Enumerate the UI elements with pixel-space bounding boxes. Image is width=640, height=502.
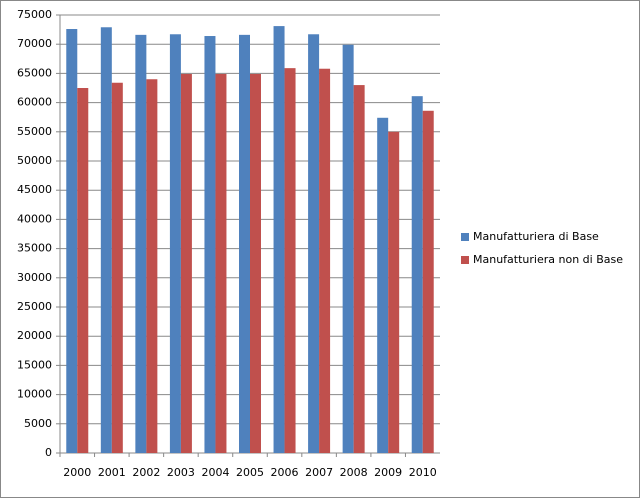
bar: [77, 88, 89, 453]
legend-label: Manufatturiera di Base: [473, 230, 599, 243]
y-tick-label: 0: [45, 446, 52, 459]
y-tick-label: 15000: [17, 358, 52, 371]
y-tick-label: 55000: [17, 125, 52, 138]
bar: [111, 82, 123, 453]
bar: [204, 36, 216, 454]
x-tick-label: 2001: [98, 466, 126, 479]
bar: [319, 68, 331, 453]
y-tick-label: 30000: [17, 271, 52, 284]
y-tick-label: 65000: [17, 66, 52, 79]
bar: [146, 79, 158, 454]
x-tick-label: 2010: [409, 466, 437, 479]
bar: [411, 96, 423, 454]
bar: [250, 73, 261, 453]
x-tick-label: 2008: [340, 466, 368, 479]
bar: [388, 131, 400, 454]
y-tick-label: 10000: [17, 388, 52, 401]
y-tick-label: 45000: [17, 183, 52, 196]
bar: [342, 44, 354, 454]
bar: [100, 27, 112, 453]
y-tick-label: 40000: [17, 212, 52, 225]
x-tick-label: 2007: [305, 466, 333, 479]
legend-swatch: [461, 256, 469, 264]
bar: [169, 34, 181, 453]
x-tick-label: 2000: [63, 466, 91, 479]
y-tick-label: 5000: [24, 417, 52, 430]
bar: [273, 26, 285, 453]
y-tick-label: 20000: [17, 329, 52, 342]
bar: [284, 68, 296, 454]
x-tick-label: 2003: [167, 466, 195, 479]
legend-swatch: [461, 233, 469, 241]
x-tick-label: 2009: [374, 466, 402, 479]
x-tick-label: 2002: [132, 466, 160, 479]
bar: [422, 110, 434, 453]
y-tick-label: 50000: [17, 154, 52, 167]
bar: [377, 117, 389, 453]
y-tick-label: 70000: [17, 37, 52, 50]
legend-label: Manufatturiera non di Base: [473, 253, 623, 266]
x-tick-label: 2006: [271, 466, 299, 479]
bar: [215, 73, 227, 453]
bar: [353, 85, 365, 453]
x-tick-label: 2004: [201, 466, 229, 479]
x-tick-label: 2005: [236, 466, 264, 479]
bar: [308, 34, 320, 453]
y-tick-label: 25000: [17, 300, 52, 313]
y-tick-label: 60000: [17, 96, 52, 109]
bar: [180, 73, 192, 453]
bar: [239, 34, 250, 454]
bar: [135, 34, 147, 454]
bar: [66, 29, 78, 454]
y-tick-label: 35000: [17, 242, 52, 255]
y-tick-label: 75000: [17, 8, 52, 21]
